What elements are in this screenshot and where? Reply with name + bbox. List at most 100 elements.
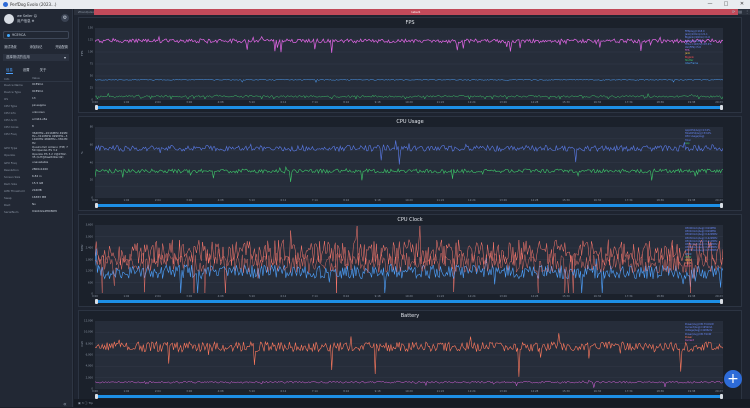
legend-item[interactable]: Stutter=0.06% xyxy=(685,39,703,43)
slider-handle-end[interactable] xyxy=(720,299,723,304)
device-action-config[interactable]: 开始配置 xyxy=(55,45,68,49)
slider-handle-end[interactable] xyxy=(720,394,723,399)
legend-item[interactable]: Current xyxy=(685,339,694,343)
legend-item[interactable]: CPU5Clock(Avg)=1409MHz xyxy=(685,243,718,247)
x-tick-label: 3:06 xyxy=(186,295,193,298)
x-tick-label: 0:00 xyxy=(92,295,98,298)
legend-item[interactable]: Total xyxy=(685,138,691,142)
minimize-button[interactable]: — xyxy=(707,1,713,7)
legend-item[interactable]: CPU0 xyxy=(685,252,692,256)
legend-item[interactable]: CPU7Clock(Avg)=1730MHz xyxy=(685,249,718,253)
y-axis-ticks: 150 125 100 75 50 25 0 xyxy=(79,27,93,102)
info-key: OpenGL xyxy=(4,153,16,158)
info-key: CPU Freq xyxy=(4,132,17,136)
x-tick-label: 3:06 xyxy=(186,199,193,202)
slider-handle-start[interactable] xyxy=(95,394,98,399)
save-icon[interactable]: ▤ xyxy=(738,9,742,14)
legend-item[interactable]: Voltage(Avg)=4186mV xyxy=(685,329,713,333)
x-tick-label: 3:06 xyxy=(186,390,193,393)
legend-item[interactable]: CPU1Clock(Avg)=919MHz xyxy=(685,230,716,234)
info-row: Swap 16383 MB xyxy=(0,195,72,202)
legend-item[interactable]: App xyxy=(685,141,690,145)
series-canvas xyxy=(95,35,723,100)
legend-item[interactable]: Jank(/10min)=21.1 xyxy=(685,33,708,37)
legend-item[interactable]: CPU4 xyxy=(685,259,692,263)
info-value: 13 xyxy=(32,96,36,100)
legend-item[interactable]: Power xyxy=(685,335,693,339)
legend-item[interactable]: CPU Usage(Avg) xyxy=(685,135,705,139)
info-key: Device Name xyxy=(4,83,23,87)
x-tick-label: 1:02 xyxy=(123,390,130,393)
slider-handle-start[interactable] xyxy=(95,299,98,304)
plot-area[interactable] xyxy=(95,225,723,294)
y-tick-label: 20 xyxy=(89,178,93,182)
slider-handle-start[interactable] xyxy=(95,203,98,208)
user-sub[interactable]: 用户信息 ⊕ xyxy=(17,18,35,23)
collapse-sidebar-icon[interactable]: « xyxy=(63,401,67,408)
slider-handle-end[interactable] xyxy=(720,203,723,208)
time-range-slider[interactable] xyxy=(95,105,723,110)
x-tick-label: 0:00 xyxy=(92,101,98,104)
time-range-slider[interactable] xyxy=(95,394,723,399)
x-tick-label: 18:36 xyxy=(656,295,664,298)
legend-item[interactable]: AppCPU(Avg)=13.0% xyxy=(685,129,711,132)
x-tick-label: 2:04 xyxy=(154,101,161,104)
legend-item[interactable]: BigJank xyxy=(685,55,694,59)
tab-settings[interactable]: 设置 xyxy=(22,68,30,72)
app-select[interactable]: 选择测试的应用 ▾ xyxy=(3,54,69,61)
tab-info[interactable]: 信息 xyxy=(6,68,13,74)
legend-item[interactable]: BigJank(/10min)=1.6 xyxy=(685,36,710,40)
legend-item[interactable]: FPS>=118(%)=97.4% xyxy=(685,42,712,46)
settings-gear-icon[interactable]: ⚙ xyxy=(61,14,69,22)
x-tick-label: 7:14 xyxy=(311,390,318,393)
slider-handle-end[interactable] xyxy=(720,105,723,110)
y-tick-label: 100 xyxy=(88,50,93,54)
device-action-scene[interactable]: 测试场景 xyxy=(4,45,17,49)
time-range-slider[interactable] xyxy=(95,203,723,208)
tab-about[interactable]: 关于 xyxy=(39,68,47,72)
close-button[interactable]: ✕ xyxy=(739,1,745,7)
legend-item[interactable]: CPU6 xyxy=(685,262,692,266)
timeline-marker[interactable]: label1 xyxy=(94,9,738,15)
plot-area[interactable] xyxy=(95,321,723,389)
legend-item[interactable]: Current(Avg)=1952mA xyxy=(685,326,713,330)
legend-item[interactable]: CPU0Clock(Avg)=919MHz xyxy=(685,227,716,230)
more-icon[interactable]: ⋮ xyxy=(745,9,749,14)
series-line xyxy=(95,225,723,294)
legend-item[interactable]: Var(FPS)=5.6 xyxy=(685,46,701,50)
legend-item[interactable]: TotalCPU(Avg)=33.6% xyxy=(685,132,712,136)
device-select[interactable]: 9CE9CA xyxy=(3,31,69,39)
legend-item[interactable]: Power(Avg)=8173mW xyxy=(685,332,712,336)
legend-item[interactable]: Power(Avg)=8173.6mW xyxy=(685,323,714,326)
legend-item[interactable]: CPU4Clock(Avg)=1411MHz xyxy=(685,239,718,243)
slider-handle-start[interactable] xyxy=(95,105,98,110)
maximize-button[interactable]: □ xyxy=(723,1,729,7)
info-key: Device Type xyxy=(4,90,21,94)
device-action-mark[interactable]: 添加标记 xyxy=(29,45,43,49)
avatar[interactable] xyxy=(4,13,14,24)
legend-item[interactable]: Jank xyxy=(685,52,691,56)
user-panel: we Seller ☺ 用户信息 ⊕ ⚙ xyxy=(0,9,72,28)
legend-item[interactable]: CPU3Clock(Avg)=1422MHz xyxy=(685,236,718,240)
x-tick-label: 9:18 xyxy=(374,390,381,393)
time-range-slider[interactable] xyxy=(95,299,723,304)
legend-item[interactable]: FPS(Avg)=118.0 xyxy=(685,30,705,33)
add-chart-button[interactable]: + xyxy=(724,370,742,388)
chart-title: CPU Usage xyxy=(396,119,424,125)
info-row: Screen Size 6.82 in xyxy=(0,174,72,181)
legend-item[interactable]: CPU6Clock(Avg)=1410MHz xyxy=(685,246,718,250)
legend-item[interactable]: FPS xyxy=(685,49,690,53)
legend-item[interactable]: CPU2 xyxy=(685,255,692,259)
plot-area[interactable] xyxy=(95,127,723,198)
legend-item[interactable]: CPU2Clock(Avg)=1422MHz xyxy=(685,233,718,237)
info-row: OpenGL OpenGL ES 3.2 V@0762.35 (GIT@6ae8d… xyxy=(0,152,72,160)
y-tick-label: 1,200 xyxy=(85,269,93,273)
legend-item[interactable]: InterFrame xyxy=(685,62,699,66)
x-tick-label: 2:04 xyxy=(154,390,161,393)
legend-item[interactable]: Stutter xyxy=(685,58,694,62)
info-table-header: Info Value xyxy=(0,76,72,82)
legend-item[interactable]: CPU7 xyxy=(685,265,692,269)
info-value: 8 xyxy=(32,124,34,128)
refresh-icon[interactable]: ⟳ xyxy=(731,9,736,14)
plot-area[interactable] xyxy=(95,28,723,100)
